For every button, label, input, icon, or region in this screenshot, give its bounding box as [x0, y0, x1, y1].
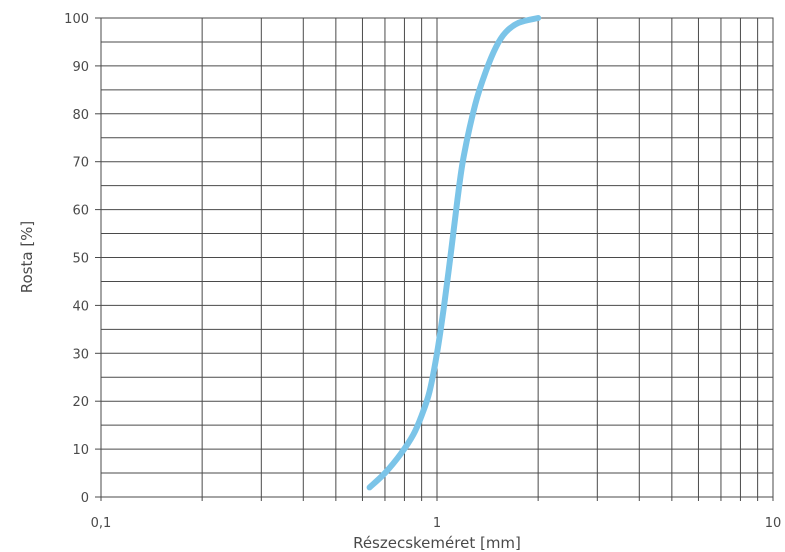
y-tick-label: 40 — [72, 299, 89, 314]
x-tick-label: 10 — [765, 516, 782, 531]
series — [366, 15, 542, 491]
x-axis-label: Részecskeméret [mm] — [353, 534, 521, 552]
x-tick-label: 1 — [433, 516, 441, 531]
x-tick-label: 0,1 — [91, 516, 112, 531]
y-tick-label: 30 — [72, 347, 89, 362]
y-tick-label: 80 — [72, 108, 89, 123]
y-tick-label: 60 — [72, 204, 89, 219]
y-tick-label: 0 — [81, 491, 89, 506]
y-tick-label: 20 — [72, 395, 89, 410]
y-tick-label: 70 — [72, 156, 89, 171]
x-axis-ticks: 0,1 1 10 — [91, 516, 782, 531]
y-tick-label: 100 — [64, 12, 89, 27]
y-axis-label: Rosta [%] — [18, 221, 36, 294]
y-axis-ticks: 0 10 20 30 40 50 60 70 80 90 100 — [64, 12, 101, 506]
y-tick-label: 50 — [72, 252, 89, 267]
y-tick-label: 90 — [72, 60, 89, 75]
grid — [100, 17, 774, 501]
series-line — [366, 15, 542, 491]
y-tick-label: 10 — [72, 443, 89, 458]
